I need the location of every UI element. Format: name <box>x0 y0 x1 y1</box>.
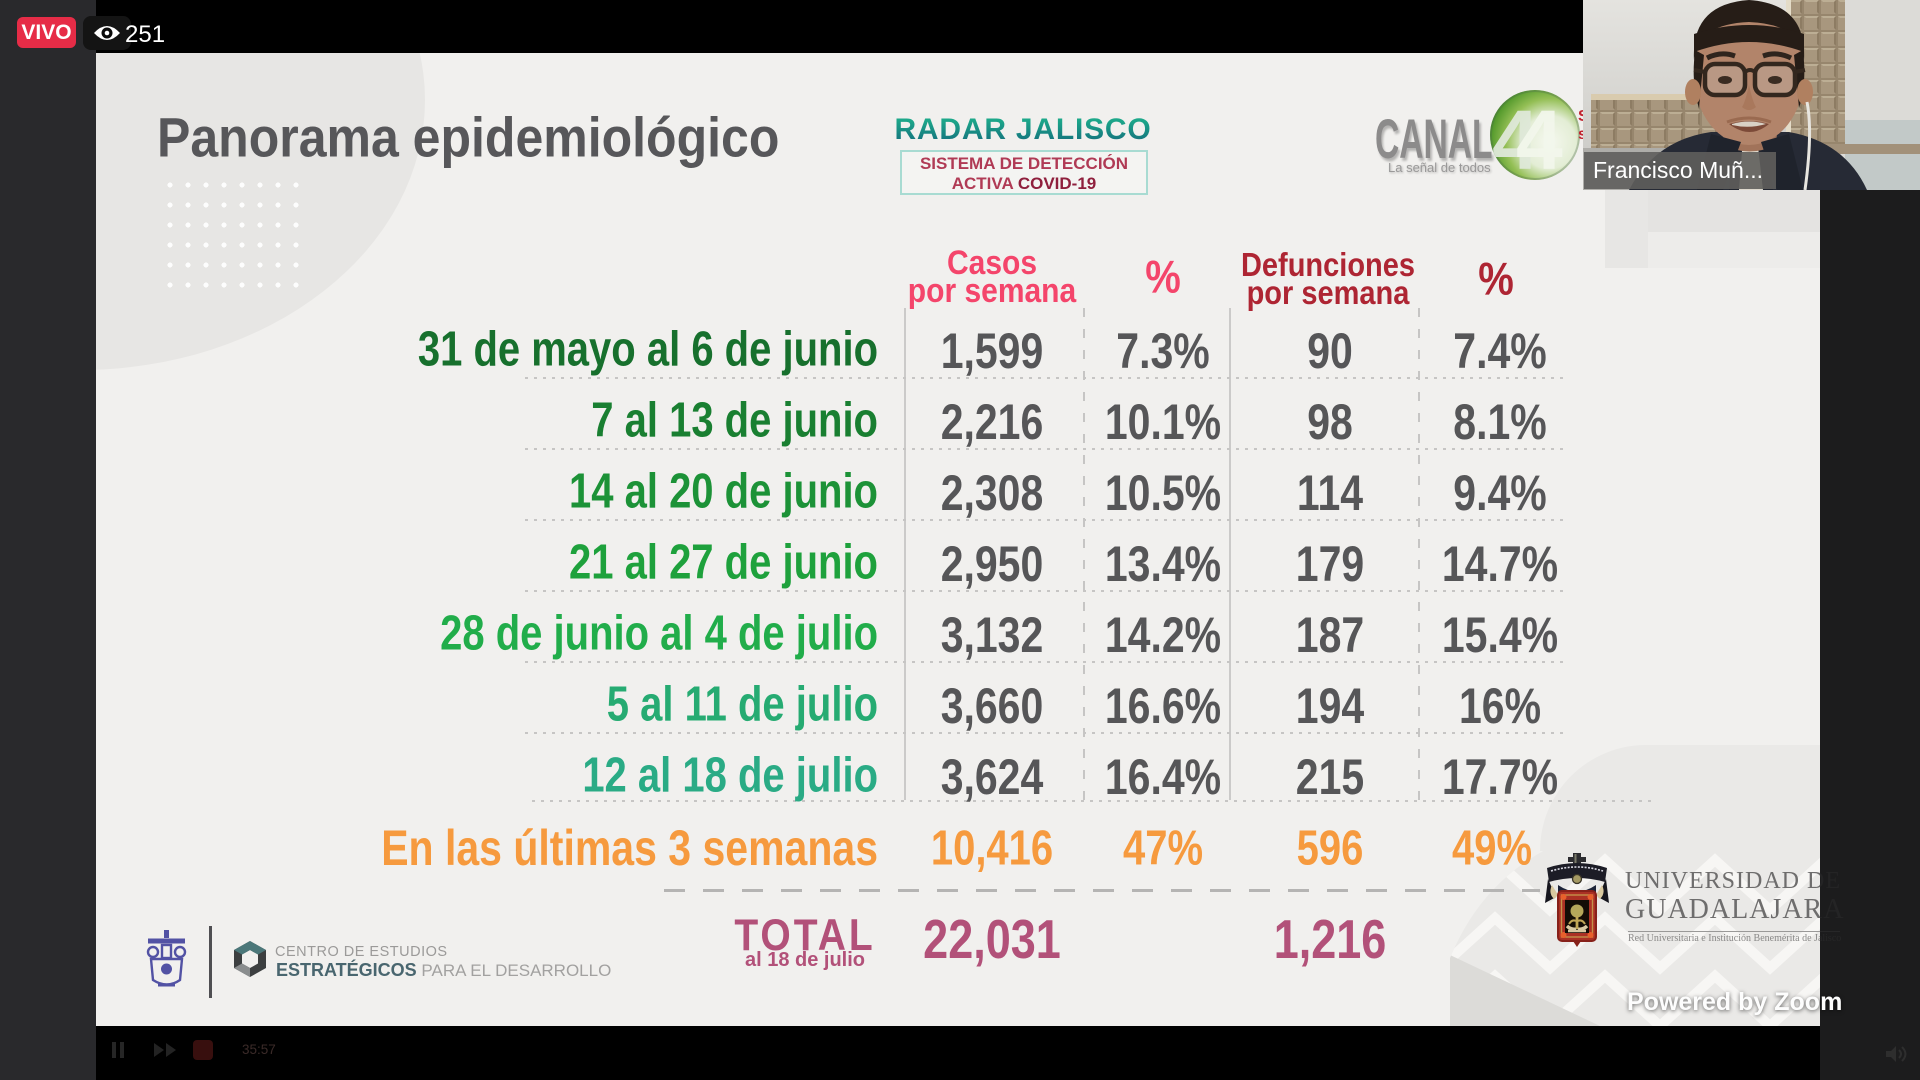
svg-text:4: 4 <box>1516 93 1563 186</box>
